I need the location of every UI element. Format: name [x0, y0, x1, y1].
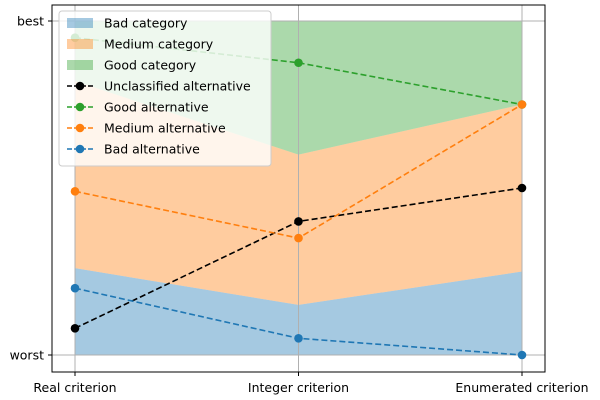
legend-label: Unclassified alternative [104, 79, 251, 94]
legend-marker [75, 102, 85, 112]
legend-entry-medium-alternative: Medium alternative [67, 121, 226, 136]
legend-entry-good-alternative: Good alternative [67, 100, 209, 115]
data-point-bad-alternative-0 [70, 283, 80, 293]
x-tick-label: Integer criterion [248, 380, 349, 395]
data-point-unclassified-alternative-2 [517, 183, 527, 193]
legend-entry-good-category: Good category [67, 58, 197, 73]
legend-marker [75, 81, 85, 91]
data-point-good-alternative-1 [294, 58, 303, 68]
legend-label: Bad category [104, 16, 188, 31]
legend-label: Bad alternative [104, 142, 200, 157]
legend-swatch [67, 18, 93, 28]
legend: Bad category Medium category Good category… [58, 10, 272, 167]
x-tick-label: Real criterion [33, 380, 116, 395]
y-axis: worst best [10, 14, 52, 363]
legend-swatch [67, 60, 93, 70]
series-unclassified-alternative [70, 183, 527, 333]
legend-entry-unclassified-alternative: Unclassified alternative [67, 79, 251, 94]
legend-label: Medium category [104, 37, 214, 52]
y-tick-label: best [17, 14, 44, 29]
data-point-medium-alternative-0 [70, 187, 80, 196]
legend-marker [75, 123, 85, 133]
data-point-unclassified-alternative-0 [70, 323, 80, 333]
data-point-bad-alternative-1 [294, 334, 303, 343]
legend-label: Good alternative [104, 100, 209, 115]
legend-box [58, 10, 272, 167]
data-point-medium-alternative-2 [517, 100, 527, 109]
legend-label: Good category [104, 58, 197, 73]
legend-label: Medium alternative [104, 121, 226, 136]
legend-swatch [67, 39, 93, 49]
legend-entry-bad-category: Bad category [67, 16, 188, 31]
legend-entry-medium-category: Medium category [67, 37, 214, 52]
x-tick-label: Enumerated criterion [455, 380, 588, 395]
legend-entry-bad-alternative: Bad alternative [67, 142, 200, 157]
data-point-unclassified-alternative-1 [294, 217, 303, 226]
x-axis: Real criterion Integer criterion Enumerate… [33, 372, 589, 395]
alternative-series [70, 33, 527, 360]
data-point-medium-alternative-1 [294, 233, 303, 243]
y-tick-label: worst [10, 348, 45, 363]
data-point-bad-alternative-2 [517, 350, 527, 360]
series-bad-alternative [70, 283, 527, 360]
series-medium-alternative [70, 100, 527, 243]
legend-marker [75, 144, 85, 154]
